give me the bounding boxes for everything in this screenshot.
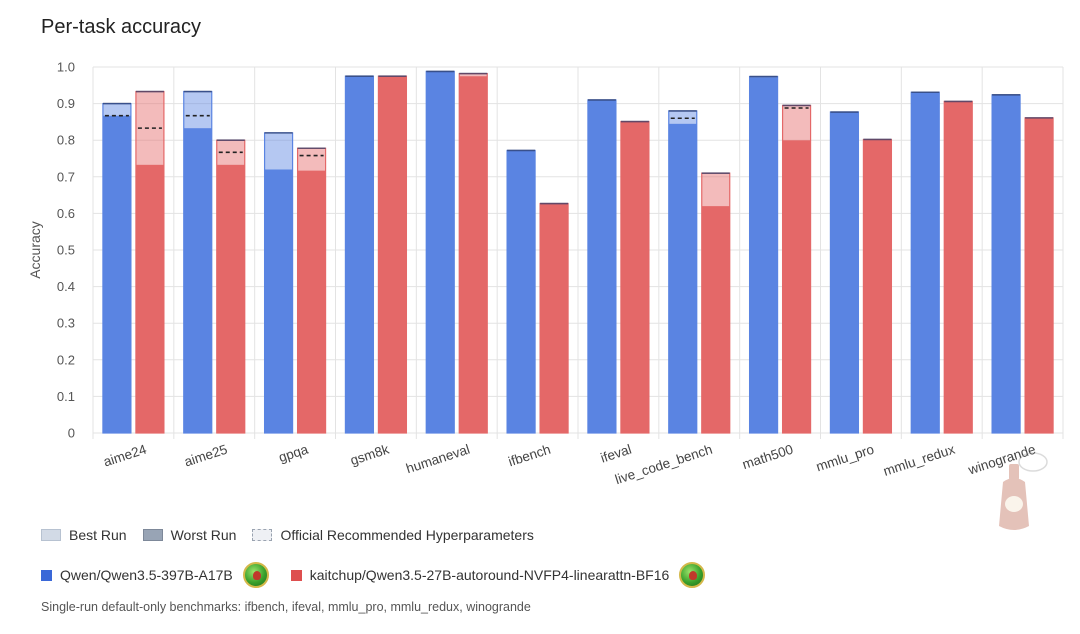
series-legend: Qwen/Qwen3.5-397B-A17B kaitchup/Qwen3.5-…: [41, 562, 721, 588]
x-tick-label: math500: [740, 442, 795, 473]
kaitchup-series-label: kaitchup/Qwen3.5-27B-autoround-NVFP4-lin…: [309, 567, 670, 583]
y-tick-label: 1.0: [57, 60, 75, 75]
footnote: Single-run default-only benchmarks: ifbe…: [41, 600, 531, 614]
best-run-bar: [782, 105, 811, 141]
mascot-watermark-icon: [999, 452, 1048, 530]
worst-run-bar: [863, 139, 892, 433]
worst-run-bar: [297, 170, 326, 433]
per-task-accuracy-chart: 0 0.1 0.2 0.3 0.4 0.5 0.6 0.7 0.8 0.9 1.0 Accuracy a…: [27, 60, 1064, 487]
worst-run-bar: [782, 140, 811, 433]
x-tick-label: gsm8k: [348, 442, 391, 469]
best-run-bar: [701, 173, 730, 207]
huggingface-badge-icon: [679, 562, 706, 588]
y-tick-label: 0.2: [57, 352, 75, 367]
worst-run-bar: [701, 206, 730, 433]
best-run-bar: [183, 91, 212, 129]
y-tick-label: 0.1: [57, 389, 75, 404]
best-run-label: Best Run: [69, 527, 127, 543]
y-tick-label: 0.4: [57, 279, 75, 294]
best-run-bar: [668, 110, 697, 124]
x-tick-label: mmlu_pro: [814, 442, 876, 475]
legend-series-kaitchup[interactable]: kaitchup/Qwen3.5-27B-autoround-NVFP4-lin…: [290, 562, 706, 588]
y-tick-label: 0.7: [57, 169, 75, 184]
x-tick-label: aime24: [102, 441, 149, 469]
y-tick-label: 0.3: [57, 316, 75, 331]
worst-run-bar: [264, 169, 293, 434]
best-run-bar: [264, 132, 293, 170]
x-tick-label: mmlu_redux: [881, 442, 957, 479]
x-tick-label: aime25: [182, 442, 229, 470]
x-tick-label: gpqa: [277, 441, 311, 465]
legend-official[interactable]: Official Recommended Hyperparameters: [252, 527, 534, 543]
x-tick-label: humaneval: [404, 442, 471, 477]
qwen-series-swatch: [41, 569, 52, 581]
worst-run-bar: [668, 123, 697, 433]
y-tick-label: 0.9: [57, 96, 75, 111]
y-axis-label: Accuracy: [27, 221, 43, 279]
worst-run-bar: [507, 150, 536, 433]
huggingface-badge-icon: [242, 562, 269, 588]
worst-run-bar: [749, 77, 778, 434]
worst-run-label: Worst Run: [170, 527, 237, 543]
worst-run-bar: [587, 99, 616, 433]
worst-run-bar: [459, 76, 488, 434]
y-tick-label: 0: [68, 426, 75, 441]
run-type-legend: Best Run Worst Run Official Recommended …: [41, 527, 550, 543]
worst-run-bar: [1025, 117, 1054, 434]
worst-run-swatch: [142, 529, 163, 541]
worst-run-bar: [620, 121, 649, 433]
qwen-series-label: Qwen/Qwen3.5-397B-A17B: [60, 567, 233, 583]
worst-run-bar: [102, 115, 131, 433]
chart-title: Per-task accuracy: [41, 16, 202, 38]
y-tick-label: 0.6: [57, 206, 75, 221]
best-run-bar: [297, 148, 326, 171]
worst-run-bar: [911, 92, 940, 433]
worst-run-bar: [378, 76, 407, 434]
legend-best-run[interactable]: Best Run: [41, 527, 127, 543]
official-label: Official Recommended Hyperparameters: [280, 527, 534, 543]
worst-run-bar: [216, 164, 245, 434]
worst-run-bar: [992, 94, 1021, 433]
x-tick-label: ifbench: [506, 442, 552, 470]
worst-run-bar: [426, 71, 455, 433]
legend-series-qwen[interactable]: Qwen/Qwen3.5-397B-A17B: [41, 562, 269, 588]
worst-run-bar: [830, 112, 859, 433]
worst-run-bar: [944, 101, 973, 434]
official-swatch: [252, 529, 273, 541]
worst-run-bar: [183, 128, 212, 433]
y-tick-label: 0.5: [57, 243, 75, 258]
best-run-swatch: [41, 529, 61, 541]
x-tick-label: ifeval: [599, 442, 634, 466]
legend-worst-run[interactable]: Worst Run: [142, 527, 237, 543]
kaitchup-series-swatch: [290, 569, 302, 581]
worst-run-bar: [345, 76, 374, 434]
best-run-bar: [459, 73, 488, 77]
best-run-bar: [102, 103, 131, 116]
worst-run-bar: [540, 203, 569, 433]
y-tick-label: 0.8: [57, 133, 75, 148]
worst-run-bar: [135, 164, 164, 434]
